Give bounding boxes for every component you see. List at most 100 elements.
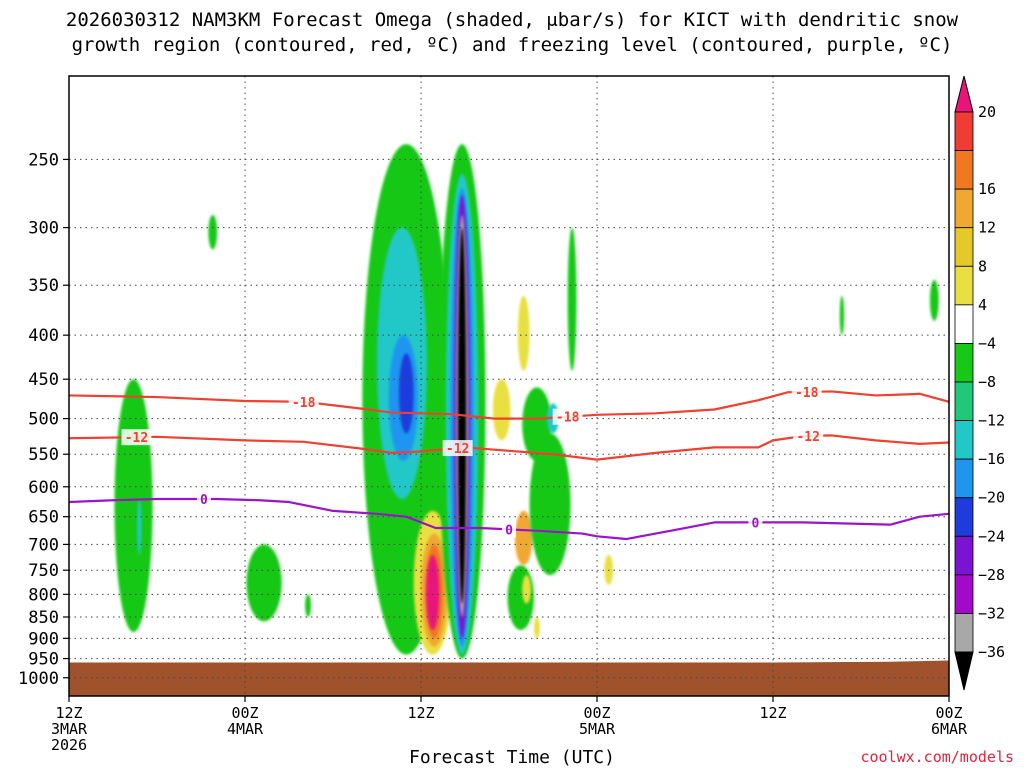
x-axis-label: Forecast Time (UTC) <box>409 747 615 768</box>
contour-label-bg-0-0 <box>288 393 319 410</box>
y-axis: 2503003504004505005506006507007508008509… <box>18 150 69 689</box>
omega-blob-30 <box>839 295 845 336</box>
colorbar-label-0: 20 <box>978 103 996 121</box>
colorbar-swatch-12 <box>954 535 974 576</box>
colorbar-label-1: 16 <box>978 180 996 198</box>
y-tick-label-600: 600 <box>28 478 59 498</box>
x-tick-label-3-0: 00Z <box>583 704 610 722</box>
contour-label-1-0: -12 <box>125 431 148 446</box>
colorbar-swatch-13 <box>954 574 974 614</box>
x-tick-label-5-1: 6MAR <box>931 720 968 738</box>
grid-lines <box>68 76 950 696</box>
colorbar-label-7: −12 <box>978 412 1005 430</box>
omega-blob-24 <box>533 616 540 639</box>
colorbar-swatch-4 <box>954 227 974 267</box>
contour-label-bg-2-2 <box>748 514 763 531</box>
colorbar-swatch-9 <box>954 420 974 460</box>
contour-label-0-2: -18 <box>795 386 819 401</box>
colorbar-swatch-8 <box>954 381 974 421</box>
contour-label-2-1: 0 <box>505 523 513 538</box>
colorbar-swatch-14 <box>954 613 974 653</box>
y-tick-label-850: 850 <box>28 608 59 628</box>
y-tick-label-350: 350 <box>28 276 59 296</box>
plot-frame <box>68 75 950 697</box>
colorbar: 20 16 12 8 4 −4 −8 −12 −16 −20 −24 −28 −32 −36 <box>954 75 1005 691</box>
y-tick-label-550: 550 <box>28 445 59 465</box>
omega-blob-12 <box>426 554 440 630</box>
contour-label-bg-2-1 <box>502 521 516 538</box>
contour-label-bg-1-2 <box>793 427 824 444</box>
colorbar-swatch-11 <box>954 497 974 537</box>
x-tick-label-5-0: 00Z <box>935 704 962 722</box>
omega-blob-3 <box>246 544 282 622</box>
omega-blob-23 <box>522 575 531 604</box>
y-tick-label-900: 900 <box>28 629 59 649</box>
colorbar-swatch-6 <box>954 304 974 344</box>
x-tick-label-0-2: 2026 <box>51 736 87 754</box>
colorbar-swatch-3 <box>954 188 974 229</box>
omega-blob-28 <box>567 227 577 371</box>
terrain-layer <box>69 660 949 696</box>
y-tick-label-800: 800 <box>28 585 59 605</box>
colorbar-top-arrow <box>954 75 974 113</box>
y-tick-label-300: 300 <box>28 219 59 239</box>
colorbar-label-5: −4 <box>978 334 996 352</box>
chart-title-line-1: 2026030312 NAM3KM Forecast Omega (shaded… <box>65 9 959 31</box>
contour-label-1-1: -12 <box>446 442 469 457</box>
x-tick-label-3-1: 5MAR <box>579 720 616 738</box>
contour-label-bg-2-0 <box>196 491 211 508</box>
colorbar-label-3: 8 <box>978 257 987 275</box>
omega-blob-4 <box>305 594 312 617</box>
colorbar-label-8: −16 <box>978 450 1005 468</box>
y-tick-label-250: 250 <box>28 150 59 170</box>
omega-blob-22 <box>514 510 533 566</box>
y-tick-label-650: 650 <box>28 508 59 528</box>
colorbar-label-9: −20 <box>978 489 1005 507</box>
colorbar-label-12: −32 <box>978 604 1005 622</box>
y-tick-label-400: 400 <box>28 326 59 346</box>
source-credit: coolwx.com/models <box>860 748 1014 766</box>
colorbar-label-13: −36 <box>978 643 1005 661</box>
colorbar-label-4: 4 <box>978 296 987 314</box>
x-tick-label-4-0: 12Z <box>759 704 786 722</box>
omega-blob-21 <box>517 295 530 371</box>
colorbar-swatch-1 <box>954 111 974 151</box>
contour-line--12 <box>69 434 949 461</box>
contour-label-bg-1-0 <box>121 429 152 446</box>
contour-label-1-2: -12 <box>796 430 819 445</box>
colorbar-bottom-arrow <box>954 651 974 691</box>
contour-label-2-2: 0 <box>751 516 759 531</box>
omega-blob-2 <box>208 214 218 250</box>
contour-label-bg-0-1 <box>552 408 583 425</box>
contour-labels: -18 -18 -18 -12 -12 -12 0 0 0 <box>121 383 824 538</box>
x-tick-label-0-0: 12Z <box>55 704 82 722</box>
x-tick-label-1-0: 00Z <box>231 704 258 722</box>
colorbar-swatch-2 <box>954 150 974 190</box>
y-tick-label-700: 700 <box>28 535 59 555</box>
x-tick-label-0-1: 3MAR <box>51 720 88 738</box>
omega-blob-26 <box>529 433 571 576</box>
contour-label-bg-0-2 <box>791 383 822 400</box>
omega-blob-19 <box>492 379 511 441</box>
contour-label-0-1: -18 <box>556 411 580 426</box>
y-tick-label-950: 950 <box>28 650 59 670</box>
colorbar-label-10: −24 <box>978 527 1005 545</box>
contour-label-0-0: -18 <box>292 396 316 411</box>
contour-line-0 <box>69 497 949 541</box>
colorbar-label-11: −28 <box>978 566 1005 584</box>
colorbar-swatch-7 <box>954 343 974 383</box>
x-tick-label-2-0: 12Z <box>407 704 434 722</box>
terrain-fill <box>69 660 949 696</box>
contour-label-2-0: 0 <box>200 493 208 508</box>
colorbar-label-2: 12 <box>978 219 996 237</box>
colorbar-label-6: −8 <box>978 373 996 391</box>
chart-title-line-2: growth region (contoured, red, ºC) and f… <box>71 34 953 56</box>
omega-blob-31 <box>929 279 939 321</box>
y-tick-label-750: 750 <box>28 561 59 581</box>
colorbar-swatch-10 <box>954 458 974 499</box>
y-tick-label-1000: 1000 <box>18 669 59 689</box>
omega-blob-8 <box>399 353 414 434</box>
y-tick-label-500: 500 <box>28 410 59 430</box>
